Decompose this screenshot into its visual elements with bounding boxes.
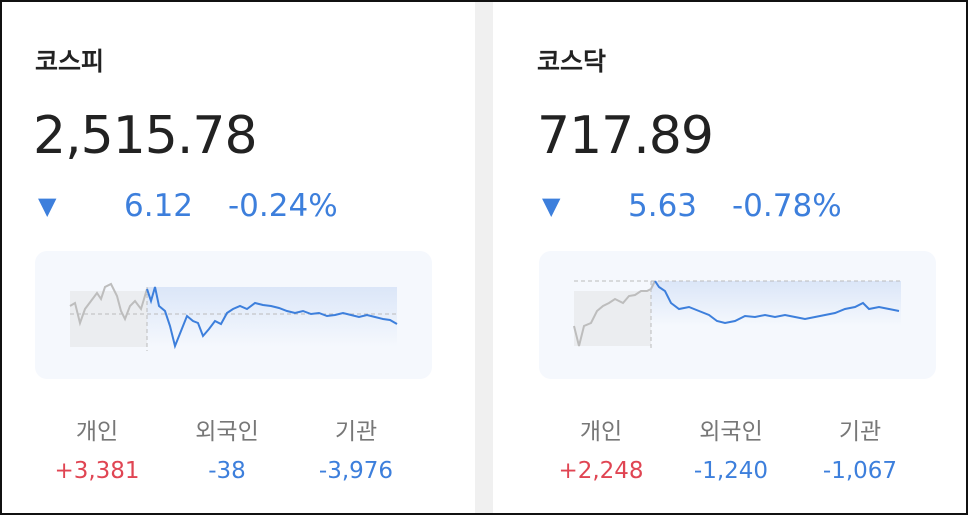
investor-label: 개인 [579,419,623,445]
investor: 외국인 -1,240 [676,412,786,484]
change: 5.63 [628,188,698,224]
index-name: 코스피 [35,47,105,76]
investor: 개인 +2,248 [546,412,656,484]
index-card[interactable]: 코스닥 717.89 ▼ 5.63 -0.78% 개인 +2,248 외국인 -1,… [493,2,966,513]
investor: 기관 -1,067 [805,412,915,484]
investor-label: 외국인 [699,419,763,445]
investor-label: 기관 [838,419,882,445]
investor-label: 기관 [334,419,378,445]
investor: 개인 +3,381 [42,412,152,484]
investor: 외국인 -38 [172,412,282,484]
investor-value: +3,381 [54,458,140,484]
index-name: 코스닥 [537,47,607,76]
change-arrow: ▼ [38,192,57,220]
investor-label: 외국인 [195,419,259,445]
change-percent: -0.78% [732,188,842,224]
sparkline [35,251,432,379]
investor-value: -1,067 [822,458,898,484]
index-card[interactable]: 코스피 2,515.78 ▼ 6.12 -0.24% 개인 +3,381 외국인 -… [2,2,475,513]
investor-value: -38 [208,458,246,484]
investor-value: -3,976 [318,458,394,484]
change-percent: -0.24% [228,188,338,224]
investor: 기관 -3,976 [301,412,411,484]
investor-label: 개인 [75,419,119,445]
change-arrow: ▼ [542,192,561,220]
index-value: 717.89 [537,106,714,166]
investor-value: +2,248 [558,458,644,484]
change: 6.12 [124,188,194,224]
index-value: 2,515.78 [33,106,258,166]
investor-value: -1,240 [693,458,769,484]
sparkline [539,251,936,379]
